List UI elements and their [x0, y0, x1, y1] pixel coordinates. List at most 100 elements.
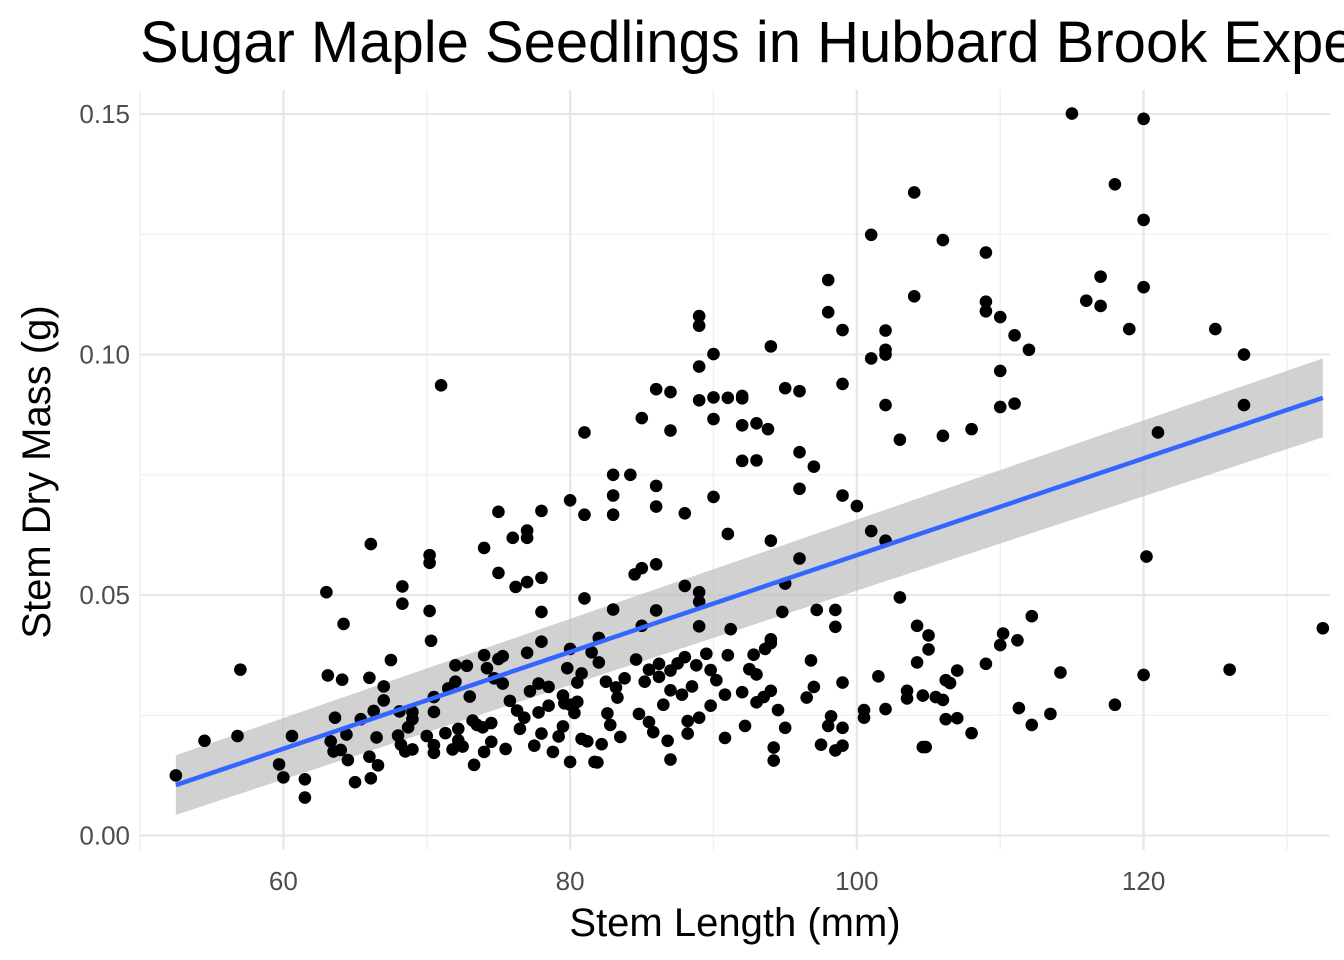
data-point	[169, 769, 183, 782]
data-point	[735, 454, 749, 468]
data-point	[456, 740, 469, 753]
data-point	[793, 552, 806, 565]
data-point	[642, 715, 656, 729]
data-point	[335, 673, 349, 687]
data-point	[532, 706, 545, 719]
data-point	[434, 379, 448, 392]
data-point	[337, 617, 350, 631]
data-point	[578, 592, 591, 605]
data-point	[939, 712, 953, 726]
data-point	[821, 719, 835, 733]
data-point	[800, 691, 813, 704]
data-point	[764, 534, 778, 548]
data-point	[492, 566, 505, 580]
data-point	[635, 561, 649, 575]
data-point	[609, 681, 623, 694]
data-point	[499, 742, 512, 756]
data-point	[328, 711, 342, 725]
data-point	[836, 323, 849, 337]
data-point	[546, 745, 560, 759]
data-point	[341, 753, 355, 767]
data-point	[707, 391, 720, 404]
data-point	[893, 433, 907, 446]
x-tick-label: 60	[269, 866, 298, 896]
data-point	[652, 670, 666, 684]
y-tick-label: 0.10	[79, 340, 130, 370]
x-tick-label: 100	[835, 866, 878, 896]
data-point	[509, 580, 522, 594]
data-point	[664, 424, 677, 437]
data-point	[542, 680, 555, 694]
data-point	[646, 725, 660, 739]
data-point	[965, 422, 978, 436]
data-point	[427, 746, 441, 760]
data-point	[624, 468, 637, 482]
data-point	[451, 722, 465, 736]
data-point	[681, 727, 694, 740]
data-point	[750, 417, 763, 430]
data-point	[506, 531, 520, 545]
data-point	[879, 324, 892, 337]
data-point	[864, 228, 878, 242]
data-point	[1044, 707, 1057, 721]
data-point	[704, 699, 717, 712]
data-point	[535, 605, 548, 619]
data-point	[321, 669, 335, 682]
data-point	[910, 619, 924, 633]
data-point	[936, 429, 950, 443]
data-point	[810, 603, 824, 617]
data-point	[936, 693, 950, 707]
data-point	[1079, 294, 1093, 307]
data-point	[334, 743, 348, 757]
data-point	[767, 741, 781, 754]
data-point	[542, 699, 555, 712]
data-point	[578, 508, 591, 522]
data-point	[764, 633, 778, 646]
data-point	[678, 579, 692, 593]
data-point	[1137, 668, 1150, 682]
data-point	[678, 506, 692, 520]
data-point	[993, 310, 1007, 324]
data-point	[340, 728, 353, 741]
data-point	[570, 695, 584, 709]
data-point	[406, 705, 419, 719]
data-point	[635, 411, 649, 425]
data-point	[364, 772, 378, 785]
data-point	[575, 667, 588, 680]
data-point	[649, 500, 663, 513]
data-point	[423, 604, 436, 618]
data-point	[1094, 299, 1107, 313]
y-tick-label: 0.05	[79, 580, 130, 610]
data-point	[1108, 177, 1122, 191]
data-point	[910, 656, 924, 669]
data-point	[735, 685, 749, 699]
data-point	[517, 711, 531, 725]
data-point	[965, 726, 978, 740]
data-point	[611, 691, 624, 704]
trend-line	[175, 395, 1324, 788]
data-point	[664, 753, 677, 766]
data-point	[363, 671, 376, 685]
data-point	[632, 707, 646, 721]
data-point	[821, 273, 835, 287]
data-point	[922, 643, 935, 656]
data-point	[675, 688, 689, 701]
data-point	[664, 684, 677, 697]
data-point	[520, 646, 534, 660]
data-point	[864, 352, 878, 365]
data-point	[950, 664, 964, 677]
data-point	[778, 721, 792, 735]
data-point	[520, 524, 534, 537]
data-point	[836, 489, 849, 502]
data-point	[638, 675, 651, 688]
data-point	[348, 775, 362, 789]
data-point	[804, 654, 818, 667]
data-point	[807, 680, 821, 694]
data-point	[606, 489, 620, 502]
chart-title: Sugar Maple Seedlings in Hubbard Brook E…	[140, 10, 1344, 75]
data-point	[692, 319, 706, 332]
data-point	[424, 634, 438, 648]
data-point	[879, 348, 892, 361]
data-point	[591, 756, 604, 769]
data-point	[1025, 718, 1039, 732]
